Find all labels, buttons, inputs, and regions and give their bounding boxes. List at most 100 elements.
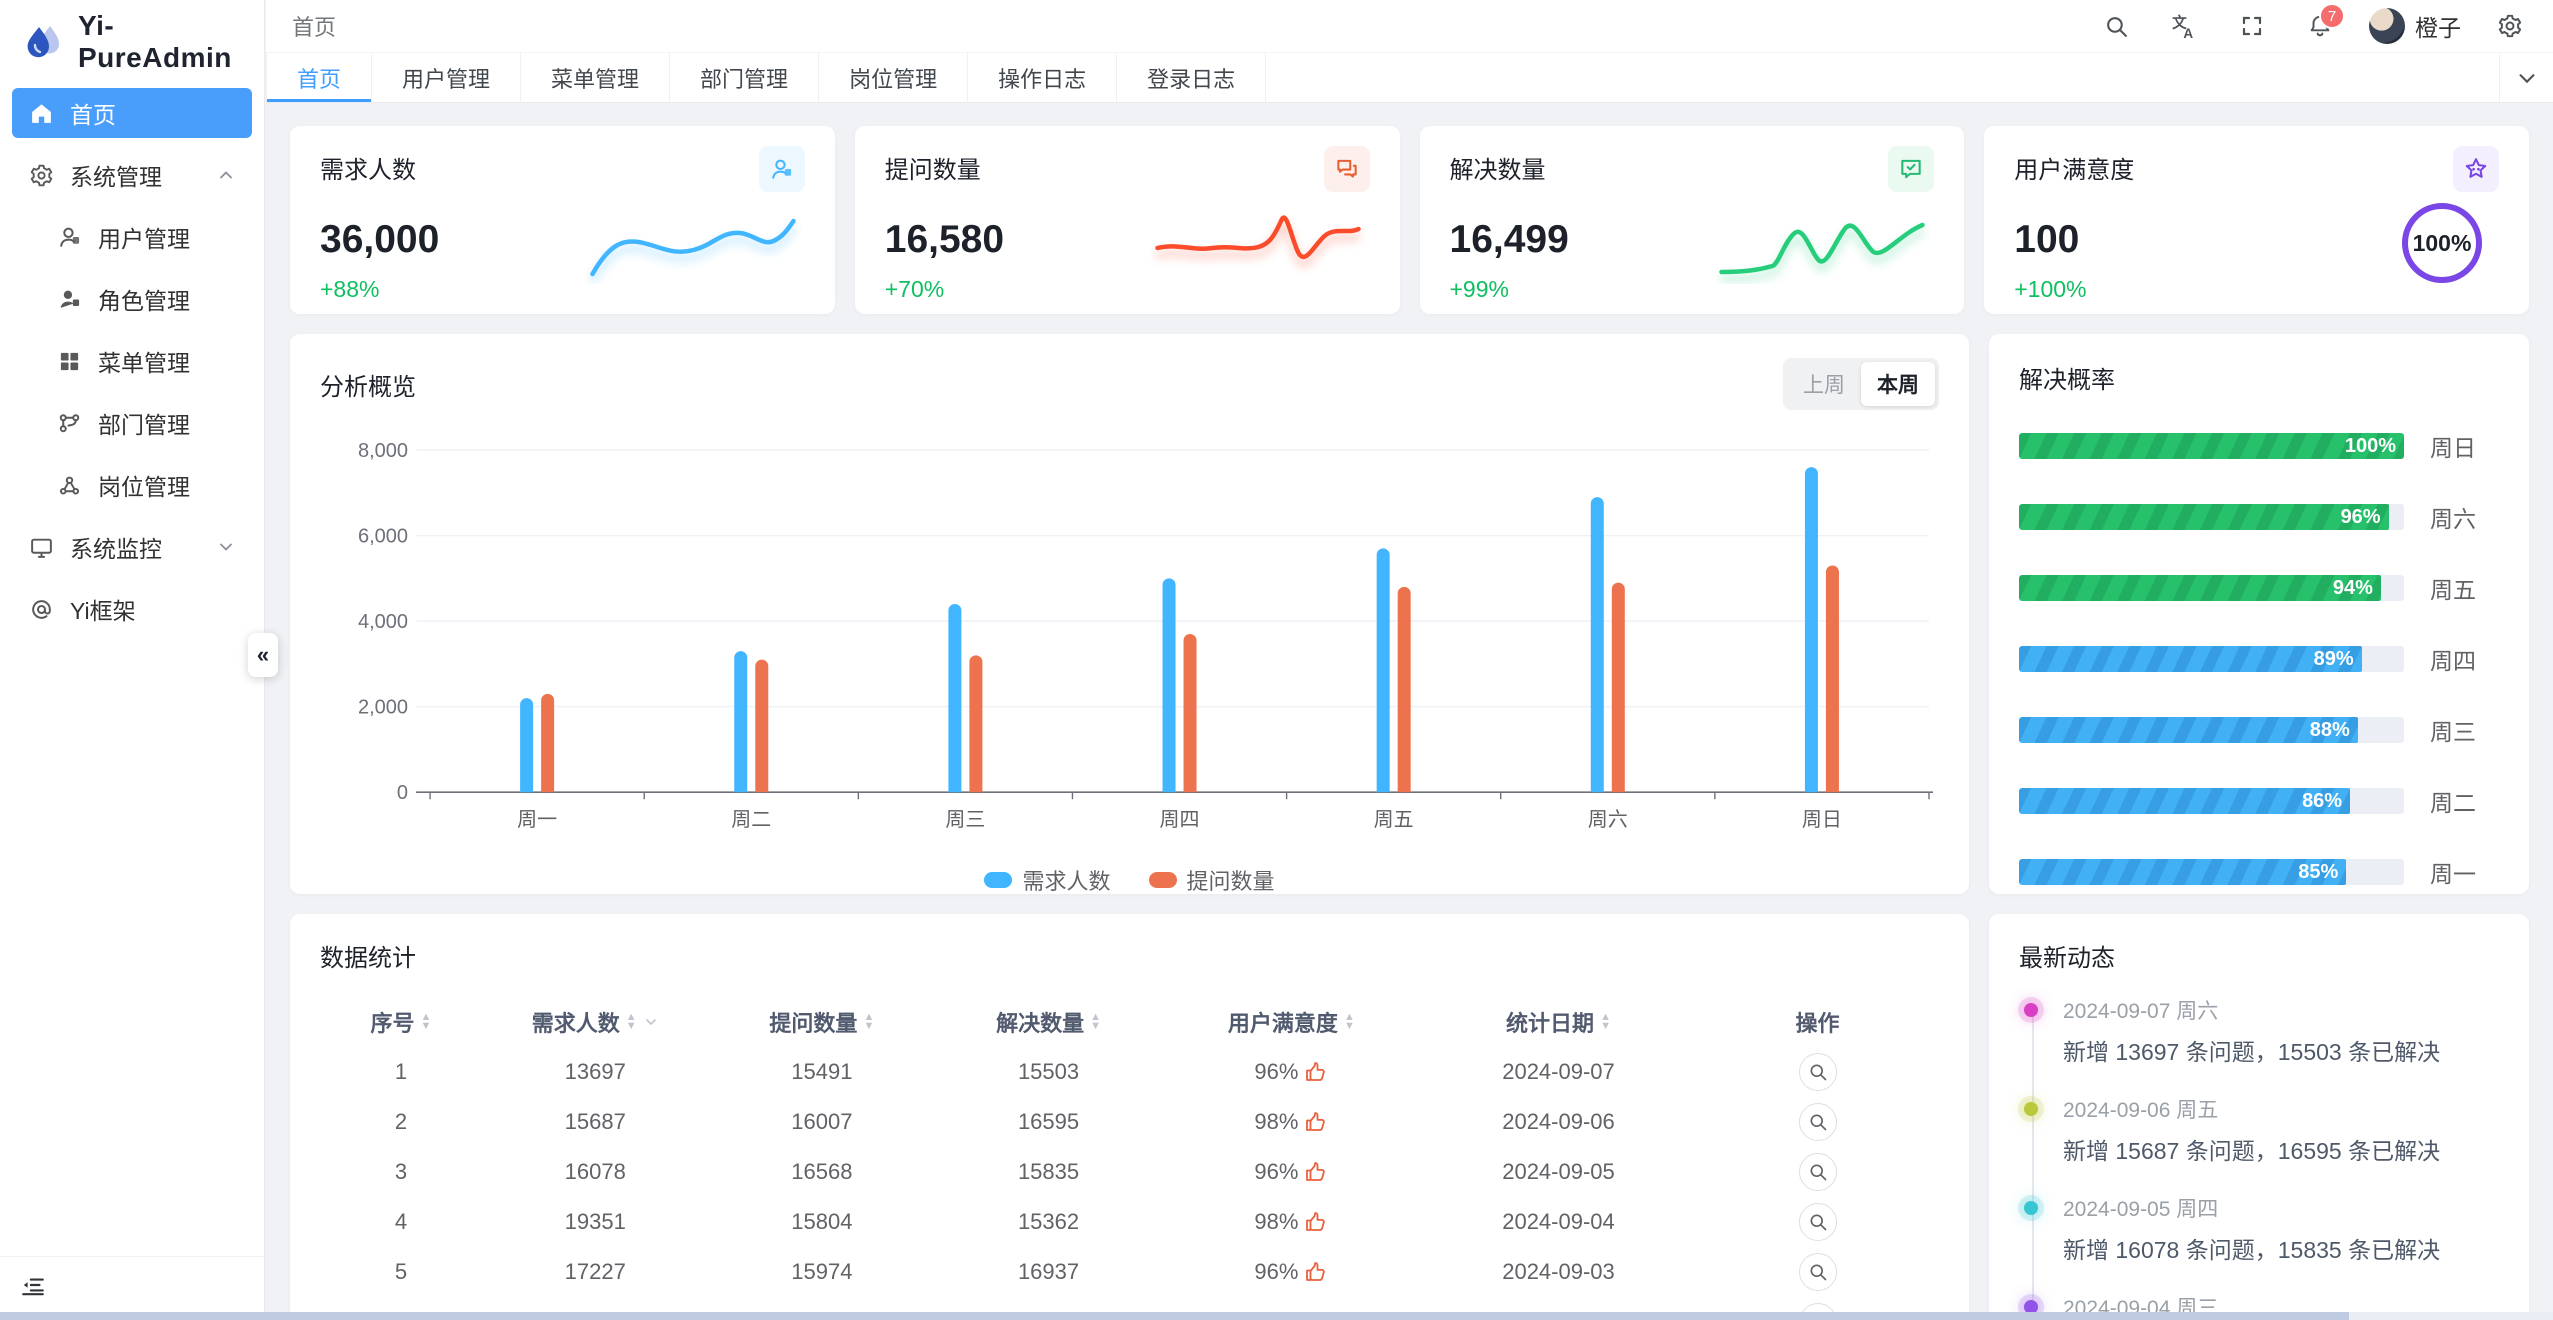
column-header-解决数量[interactable]: 解决数量 ▲ ▼ <box>935 1006 1162 1038</box>
stat-card-value: 16,580 <box>884 218 1005 261</box>
user-menu[interactable]: 橙子 <box>2369 8 2461 44</box>
view-detail-button[interactable] <box>1798 1203 1837 1241</box>
sidebar-collapse-icon[interactable] <box>20 1272 46 1298</box>
progress-track: 85% <box>2019 859 2404 885</box>
star-icon <box>2463 156 2489 182</box>
table-cell: 16568 <box>791 1159 853 1184</box>
solve-rate-card: 解决概率 100% 周日 96% 周六 94% 周五 89% 周四 88% 周三 86% 周二 85% 周… <box>1989 334 2529 894</box>
analysis-overview-title: 分析概览 <box>320 373 416 401</box>
sidebar-subitem[interactable]: 岗位管理 <box>12 460 252 510</box>
progress-percent: 88% <box>2309 718 2350 741</box>
table-cell: 15687 <box>564 1109 626 1134</box>
column-header-需求人数[interactable]: 需求人数 ▲ ▼ <box>482 1006 709 1038</box>
stat-card-iconbox <box>758 146 805 192</box>
notification-bell-icon[interactable]: 7 <box>2301 3 2345 45</box>
view-detail-button[interactable] <box>1798 1153 1837 1191</box>
sidebar-item-3[interactable]: 系统监控 <box>12 522 252 572</box>
column-header-label: 需求人数 <box>531 1011 620 1036</box>
toggle-本周[interactable]: 本周 <box>1861 362 1935 406</box>
tabs-dropdown-icon[interactable] <box>2499 53 2553 102</box>
thumb-up-icon <box>1304 1060 1328 1084</box>
tab-菜单管理[interactable]: 菜单管理 <box>521 53 671 102</box>
tab-登录日志[interactable]: 登录日志 <box>1117 53 1267 102</box>
sort-carets-icon[interactable]: ▲ ▼ <box>863 1011 875 1032</box>
date-cell: 2024-09-05 <box>1502 1159 1615 1184</box>
column-header-统计日期[interactable]: 统计日期 ▲ ▼ <box>1421 1006 1696 1038</box>
view-detail-button[interactable] <box>1798 1253 1837 1291</box>
main-content: 需求人数 36,000 +88% 提问数量 16,580 +70% 解决数量 16,499 +9… <box>266 104 2553 1320</box>
solve-rate-row: 94% 周五 <box>2019 571 2499 605</box>
sort-carets-icon[interactable]: ▲ ▼ <box>625 1011 637 1032</box>
horizontal-scrollbar-thumb[interactable] <box>0 1312 2349 1320</box>
sidebar-item-1[interactable]: 首页 <box>12 88 252 138</box>
legend-label: 需求人数 <box>1022 869 1111 895</box>
column-header-序号[interactable]: 序号 ▲ ▼ <box>320 1006 482 1038</box>
user-icon <box>56 224 82 250</box>
tab-首页[interactable]: 首页 <box>266 53 373 102</box>
toggle-上周[interactable]: 上周 <box>1803 374 1845 397</box>
stat-card-value: 16,499 <box>1449 218 1569 261</box>
table-row: 5 17227 15974 16937 96% 2024-09-03 <box>320 1247 1939 1297</box>
stat-card-header: 解决数量 <box>1450 146 1935 192</box>
stat-card-delta: +100% <box>2014 276 2087 302</box>
sort-carets-icon[interactable]: ▲ ▼ <box>1600 1011 1611 1032</box>
sidebar-subitem[interactable]: 用户管理 <box>12 212 252 262</box>
latest-news-title: 最新动态 <box>2019 945 2115 972</box>
legend-item-需求人数[interactable]: 需求人数 <box>984 864 1111 896</box>
data-statistics-title: 数据统计 <box>320 945 416 972</box>
filter-chevron-icon[interactable] <box>643 1014 659 1030</box>
sidebar-subitem[interactable]: 角色管理 <box>12 274 252 324</box>
operation-cell <box>1696 1203 1939 1241</box>
sidebar-item-4[interactable]: Yi框架 <box>12 584 252 634</box>
post-network-icon <box>56 472 82 498</box>
stat-card-3: 解决数量 16,499 +99% <box>1419 126 1965 314</box>
timeline-text: 新增 13697 条问题，15503 条已解决 <box>2063 1039 2441 1065</box>
sidebar-item-2[interactable]: 系统管理 <box>12 150 252 200</box>
bar-chart[interactable]: 0 2,000 4,000 6,000 8,000 周一 周二 周三 周四 周五 周六 周日 <box>320 420 1939 858</box>
fullscreen-icon[interactable] <box>2233 7 2271 45</box>
sort-carets-icon[interactable]: ▲ ▼ <box>1090 1011 1101 1032</box>
progress-fill: 94% <box>2019 575 2381 601</box>
column-header-label: 用户满意度 <box>1227 1011 1338 1036</box>
tab-操作日志[interactable]: 操作日志 <box>968 53 1118 102</box>
satisfaction-ring-label: 100% <box>2412 229 2472 256</box>
analysis-overview-card: 分析概览 上周 本周 0 2,000 4,000 6,000 8,000 周一 周二 周三 周四 周… <box>290 334 1969 894</box>
svg-text:周二: 周二 <box>731 809 771 831</box>
search-icon[interactable] <box>2097 7 2135 45</box>
horizontal-scrollbar[interactable] <box>0 1312 2553 1320</box>
satisfaction-ring-chart: 100% <box>2399 200 2485 286</box>
sparkline-chart <box>1715 192 1930 284</box>
tab-用户管理[interactable]: 用户管理 <box>372 53 522 102</box>
column-header-提问数量[interactable]: 提问数量 ▲ ▼ <box>709 1006 936 1038</box>
sidebar-subitem[interactable]: 菜单管理 <box>12 336 252 386</box>
legend-item-提问数量[interactable]: 提问数量 <box>1148 864 1275 896</box>
sidebar: Yi-PureAdmin 首页系统管理用户管理角色管理菜单管理部门管理岗位管理系… <box>0 0 278 1312</box>
legend-label: 提问数量 <box>1186 869 1275 895</box>
progress-percent: 89% <box>2313 647 2354 670</box>
satisfaction-cell: 98% <box>1162 1209 1421 1235</box>
thumb-up-icon <box>1304 1210 1328 1234</box>
view-detail-button[interactable] <box>1798 1053 1837 1091</box>
breadcrumb[interactable]: 首页 <box>292 15 337 40</box>
tab-部门管理[interactable]: 部门管理 <box>670 53 820 102</box>
timeline-entry: 2024-09-06 周五 新增 15687 条问题，16595 条已解决 <box>2024 1094 2499 1166</box>
username: 橙子 <box>2415 15 2461 41</box>
week-toggle: 上周 本周 <box>1783 358 1939 410</box>
sidebar-subitem[interactable]: 部门管理 <box>12 398 252 448</box>
table-row: 3 16078 16568 15835 96% 2024-09-05 <box>320 1147 1939 1197</box>
chevron-up-icon <box>216 165 236 185</box>
progress-track: 86% <box>2019 788 2404 814</box>
view-detail-button[interactable] <box>1798 1103 1837 1141</box>
sidebar-expand-fab[interactable]: « <box>248 633 278 677</box>
settings-gear-icon[interactable] <box>2491 7 2529 45</box>
logo-row[interactable]: Yi-PureAdmin <box>0 0 264 84</box>
sort-carets-icon[interactable]: ▲ ▼ <box>1343 1011 1355 1032</box>
latest-news-card: 最新动态 2024-09-07 周六 新增 13697 条问题，15503 条已解… <box>1989 914 2529 1320</box>
progress-track: 88% <box>2019 717 2404 743</box>
legend-swatch <box>984 872 1013 889</box>
tab-岗位管理[interactable]: 岗位管理 <box>819 53 969 102</box>
column-header-用户满意度[interactable]: 用户满意度 ▲ ▼ <box>1162 1006 1421 1038</box>
sort-carets-icon[interactable]: ▲ ▼ <box>420 1011 432 1032</box>
sidebar-bottom-bar <box>0 1256 264 1312</box>
